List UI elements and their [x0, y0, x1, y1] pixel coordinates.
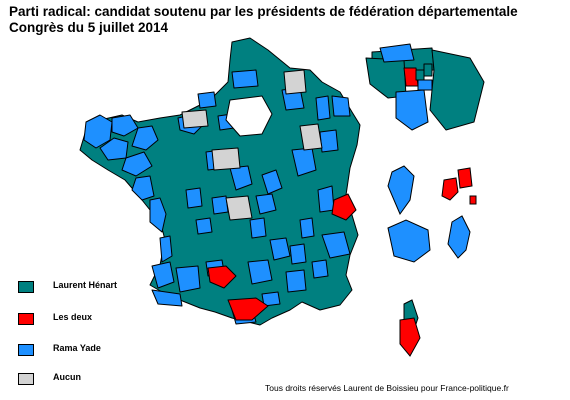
copyright-credit: Tous droits réservés Laurent de Boissieu…: [265, 383, 509, 393]
dept-gers: [175, 265, 201, 293]
dept-pyrenees-atlantiques: [151, 289, 183, 307]
dept-charente-maritime: [149, 197, 167, 233]
dept-allier: [255, 193, 277, 215]
dept-mayotte: [447, 215, 471, 259]
dept-puy-de-dome: [249, 217, 267, 239]
dept-guadeloupe-islet: [469, 195, 477, 205]
dept-cher: [229, 165, 253, 191]
dept-indre: [211, 195, 229, 215]
dept-haute-loire: [269, 237, 291, 261]
dept-herault: [261, 291, 281, 307]
dept-vienne: [185, 187, 203, 209]
dept-nievre: [261, 169, 283, 195]
dept-cotes-armor: [111, 114, 139, 137]
dept-finistere: [83, 114, 113, 149]
dept-somme: [231, 69, 259, 89]
map-subtitle: Congrès du 5 juillet 2014: [9, 20, 169, 35]
dept-seine-maritime: [197, 91, 217, 109]
dept-corse-du-sud: [399, 317, 421, 357]
dept-ardeche: [289, 243, 307, 265]
legend-label-yade: Rama Yade: [53, 343, 101, 353]
dept-seine-saint-denis: [423, 63, 433, 77]
dept-landes: [151, 261, 175, 289]
dept-seine-marne: [429, 49, 485, 131]
legend-swatch-henart: [18, 281, 34, 293]
dept-aisne: [283, 69, 307, 95]
metropolitan-france: [79, 37, 361, 326]
dept-isere: [321, 231, 351, 259]
dept-meurthe-moselle: [299, 123, 323, 151]
overseas: [387, 165, 477, 263]
dept-guadeloupe-east: [457, 167, 473, 189]
dept-ille-vilaine: [131, 125, 159, 151]
legend-label-deux: Les deux: [53, 312, 93, 322]
dept-haute-marne: [319, 129, 339, 153]
legend-swatch-aucun: [18, 373, 34, 385]
dept-aude: [227, 297, 269, 321]
dept-tarn: [207, 265, 237, 289]
dept-paris: [415, 69, 425, 81]
dept-essonne: [395, 89, 429, 131]
corsica: [399, 299, 421, 357]
dept-rhone: [299, 217, 315, 239]
dept-meuse: [315, 95, 331, 121]
dept-aveyron: [247, 259, 273, 285]
dept-guyane: [387, 165, 415, 216]
dept-loiret: [211, 147, 241, 171]
dept-haute-vienne: [195, 217, 213, 235]
ile-de-france-gap: [225, 95, 273, 137]
dept-calvados: [181, 109, 209, 129]
ile-de-france-inset: [365, 43, 485, 131]
dept-jura: [317, 185, 335, 213]
dept-oise-top: [379, 43, 415, 63]
dept-savoie: [331, 193, 357, 221]
dept-creuse: [225, 195, 253, 221]
dept-reunion: [387, 219, 431, 263]
dept-gard: [285, 269, 307, 293]
dept-moselle: [331, 95, 351, 117]
dept-vaucluse: [311, 259, 329, 279]
legend-label-aucun: Aucun: [53, 372, 81, 382]
dept-guadeloupe: [441, 177, 459, 201]
dept-gironde: [159, 235, 173, 263]
dept-loire-atlantique: [121, 151, 153, 177]
legend-swatch-yade: [18, 344, 34, 356]
dept-vendee: [131, 175, 155, 201]
dept-morbihan: [99, 137, 129, 161]
dept-val-de-marne: [417, 79, 433, 91]
map-title: Parti radical: candidat soutenu par les …: [9, 4, 518, 19]
legend-label-henart: Laurent Hénart: [53, 280, 118, 290]
legend-swatch-deux: [18, 313, 34, 325]
